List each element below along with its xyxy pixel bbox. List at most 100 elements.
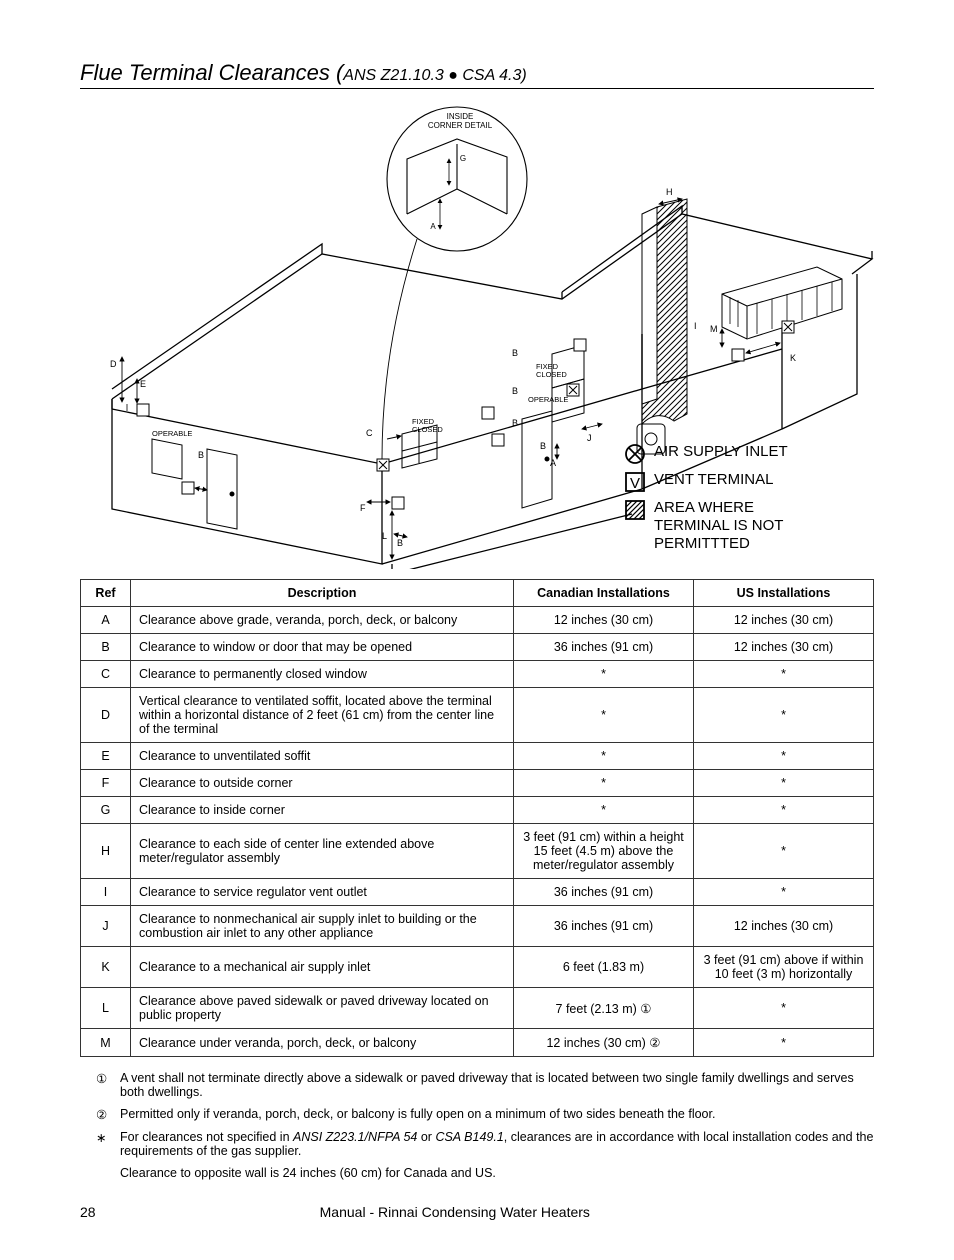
cell-ref: F (81, 770, 131, 797)
cell-us: * (694, 661, 874, 688)
cell-desc: Clearance under veranda, porch, deck, or… (131, 1029, 514, 1057)
table-row: E Clearance to unventilated soffit * * (81, 743, 874, 770)
cell-ca: * (514, 661, 694, 688)
cell-ca: 12 inches (30 cm) ② (514, 1029, 694, 1057)
cell-ca: 3 feet (91 cm) within a height 15 feet (… (514, 824, 694, 879)
air-supply-icon (624, 443, 646, 465)
page-footer: 28 Manual - Rinnai Condensing Water Heat… (80, 1204, 874, 1220)
svg-text:I: I (694, 321, 697, 331)
note-text: For clearances not specified in ANSI Z22… (120, 1130, 874, 1158)
svg-text:J: J (587, 433, 592, 443)
footnote: ∗ For clearances not specified in ANSI Z2… (80, 1130, 874, 1158)
svg-text:OPERABLE: OPERABLE (528, 395, 568, 404)
cell-us: * (694, 1029, 874, 1057)
cell-ref: A (81, 607, 131, 634)
cell-us: * (694, 988, 874, 1029)
cell-desc: Clearance to service regulator vent outl… (131, 879, 514, 906)
table-row: A Clearance above grade, veranda, porch,… (81, 607, 874, 634)
note-mark: ① (96, 1071, 110, 1099)
table-row: G Clearance to inside corner * * (81, 797, 874, 824)
table-row: M Clearance under veranda, porch, deck, … (81, 1029, 874, 1057)
col-ca: Canadian Installations (514, 580, 694, 607)
svg-text:H: H (666, 187, 673, 197)
svg-text:V: V (735, 350, 741, 360)
svg-text:INSIDE: INSIDE (447, 112, 474, 121)
legend-no-permit: AREA WHERE TERMINAL IS NOT PERMITTTED (654, 499, 824, 553)
cell-desc: Clearance above grade, veranda, porch, d… (131, 607, 514, 634)
legend-air-supply: AIR SUPPLY INLET (654, 443, 788, 461)
cell-desc: Vertical clearance to ventilated soffit,… (131, 688, 514, 743)
svg-text:OPERABLE: OPERABLE (152, 429, 192, 438)
table-row: J Clearance to nonmechanical air supply … (81, 906, 874, 947)
svg-text:F: F (360, 503, 366, 513)
svg-text:C: C (366, 428, 373, 438)
note-mark: ∗ (96, 1130, 110, 1158)
cell-desc: Clearance to outside corner (131, 770, 514, 797)
title-sub: ANS Z21.10.3 ● CSA 4.3) (343, 67, 526, 84)
cell-us: 12 inches (30 cm) (694, 634, 874, 661)
table-row: F Clearance to outside corner * * (81, 770, 874, 797)
col-ref: Ref (81, 580, 131, 607)
cell-ca: * (514, 770, 694, 797)
cell-ca: * (514, 797, 694, 824)
table-row: L Clearance above paved sidewalk or pave… (81, 988, 874, 1029)
cell-ca: 36 inches (91 cm) (514, 634, 694, 661)
diagram-legend: AIR SUPPLY INLET V VENT TERMINAL AREA WH… (624, 443, 824, 559)
cell-us: 12 inches (30 cm) (694, 906, 874, 947)
cell-desc: Clearance to unventilated soffit (131, 743, 514, 770)
cell-desc: Clearance above paved sidewalk or paved … (131, 988, 514, 1029)
svg-text:A: A (550, 458, 556, 468)
table-row: K Clearance to a mechanical air supply i… (81, 947, 874, 988)
page-title: Flue Terminal Clearances (ANS Z21.10.3 ●… (80, 60, 874, 89)
cell-us: * (694, 743, 874, 770)
cell-ref: B (81, 634, 131, 661)
svg-text:D: D (110, 359, 117, 369)
cell-ca: 12 inches (30 cm) (514, 607, 694, 634)
cell-ca: 6 feet (1.83 m) (514, 947, 694, 988)
footnotes: ① A vent shall not terminate directly abo… (80, 1071, 874, 1180)
svg-text:V: V (395, 498, 401, 508)
note-text: Permitted only if veranda, porch, deck, … (120, 1107, 874, 1122)
svg-text:B: B (540, 441, 546, 451)
cell-desc: Clearance to a mechanical air supply inl… (131, 947, 514, 988)
cell-ref: K (81, 947, 131, 988)
svg-text:V: V (485, 408, 491, 418)
table-row: H Clearance to each side of center line … (81, 824, 874, 879)
col-us: US Installations (694, 580, 874, 607)
cell-ref: L (81, 988, 131, 1029)
svg-text:V: V (495, 435, 501, 445)
svg-text:B: B (512, 386, 518, 396)
svg-text:K: K (790, 353, 796, 363)
cell-desc: Clearance to permanently closed window (131, 661, 514, 688)
cell-ref: J (81, 906, 131, 947)
footnote: Clearance to opposite wall is 24 inches … (80, 1166, 874, 1180)
clearance-diagram: V V V V V V V V D E (80, 99, 874, 569)
footnote: ① A vent shall not terminate directly abo… (80, 1071, 874, 1099)
cell-ref: G (81, 797, 131, 824)
cell-ref: H (81, 824, 131, 879)
cell-desc: Clearance to nonmechanical air supply in… (131, 906, 514, 947)
cell-ca: 7 feet (2.13 m) ① (514, 988, 694, 1029)
cell-ref: I (81, 879, 131, 906)
cell-ca: * (514, 688, 694, 743)
svg-text:B: B (198, 450, 204, 460)
cell-desc: Clearance to inside corner (131, 797, 514, 824)
cell-ca: 36 inches (91 cm) (514, 879, 694, 906)
svg-text:M: M (710, 324, 718, 334)
no-permit-icon (624, 499, 646, 521)
svg-text:V: V (577, 340, 583, 350)
note-text: Clearance to opposite wall is 24 inches … (120, 1166, 874, 1180)
cell-desc: Clearance to window or door that may be … (131, 634, 514, 661)
svg-text:V: V (185, 483, 191, 493)
cell-ca: * (514, 743, 694, 770)
note-text: A vent shall not terminate directly abov… (120, 1071, 874, 1099)
cell-ca: 36 inches (91 cm) (514, 906, 694, 947)
svg-text:G: G (460, 154, 466, 163)
svg-text:E: E (140, 379, 146, 389)
cell-us: * (694, 797, 874, 824)
footnote: ②Permitted only if veranda, porch, deck,… (80, 1107, 874, 1122)
table-row: B Clearance to window or door that may b… (81, 634, 874, 661)
cell-us: * (694, 824, 874, 879)
title-main: Flue Terminal Clearances ( (80, 60, 343, 85)
svg-text:B: B (512, 418, 518, 428)
